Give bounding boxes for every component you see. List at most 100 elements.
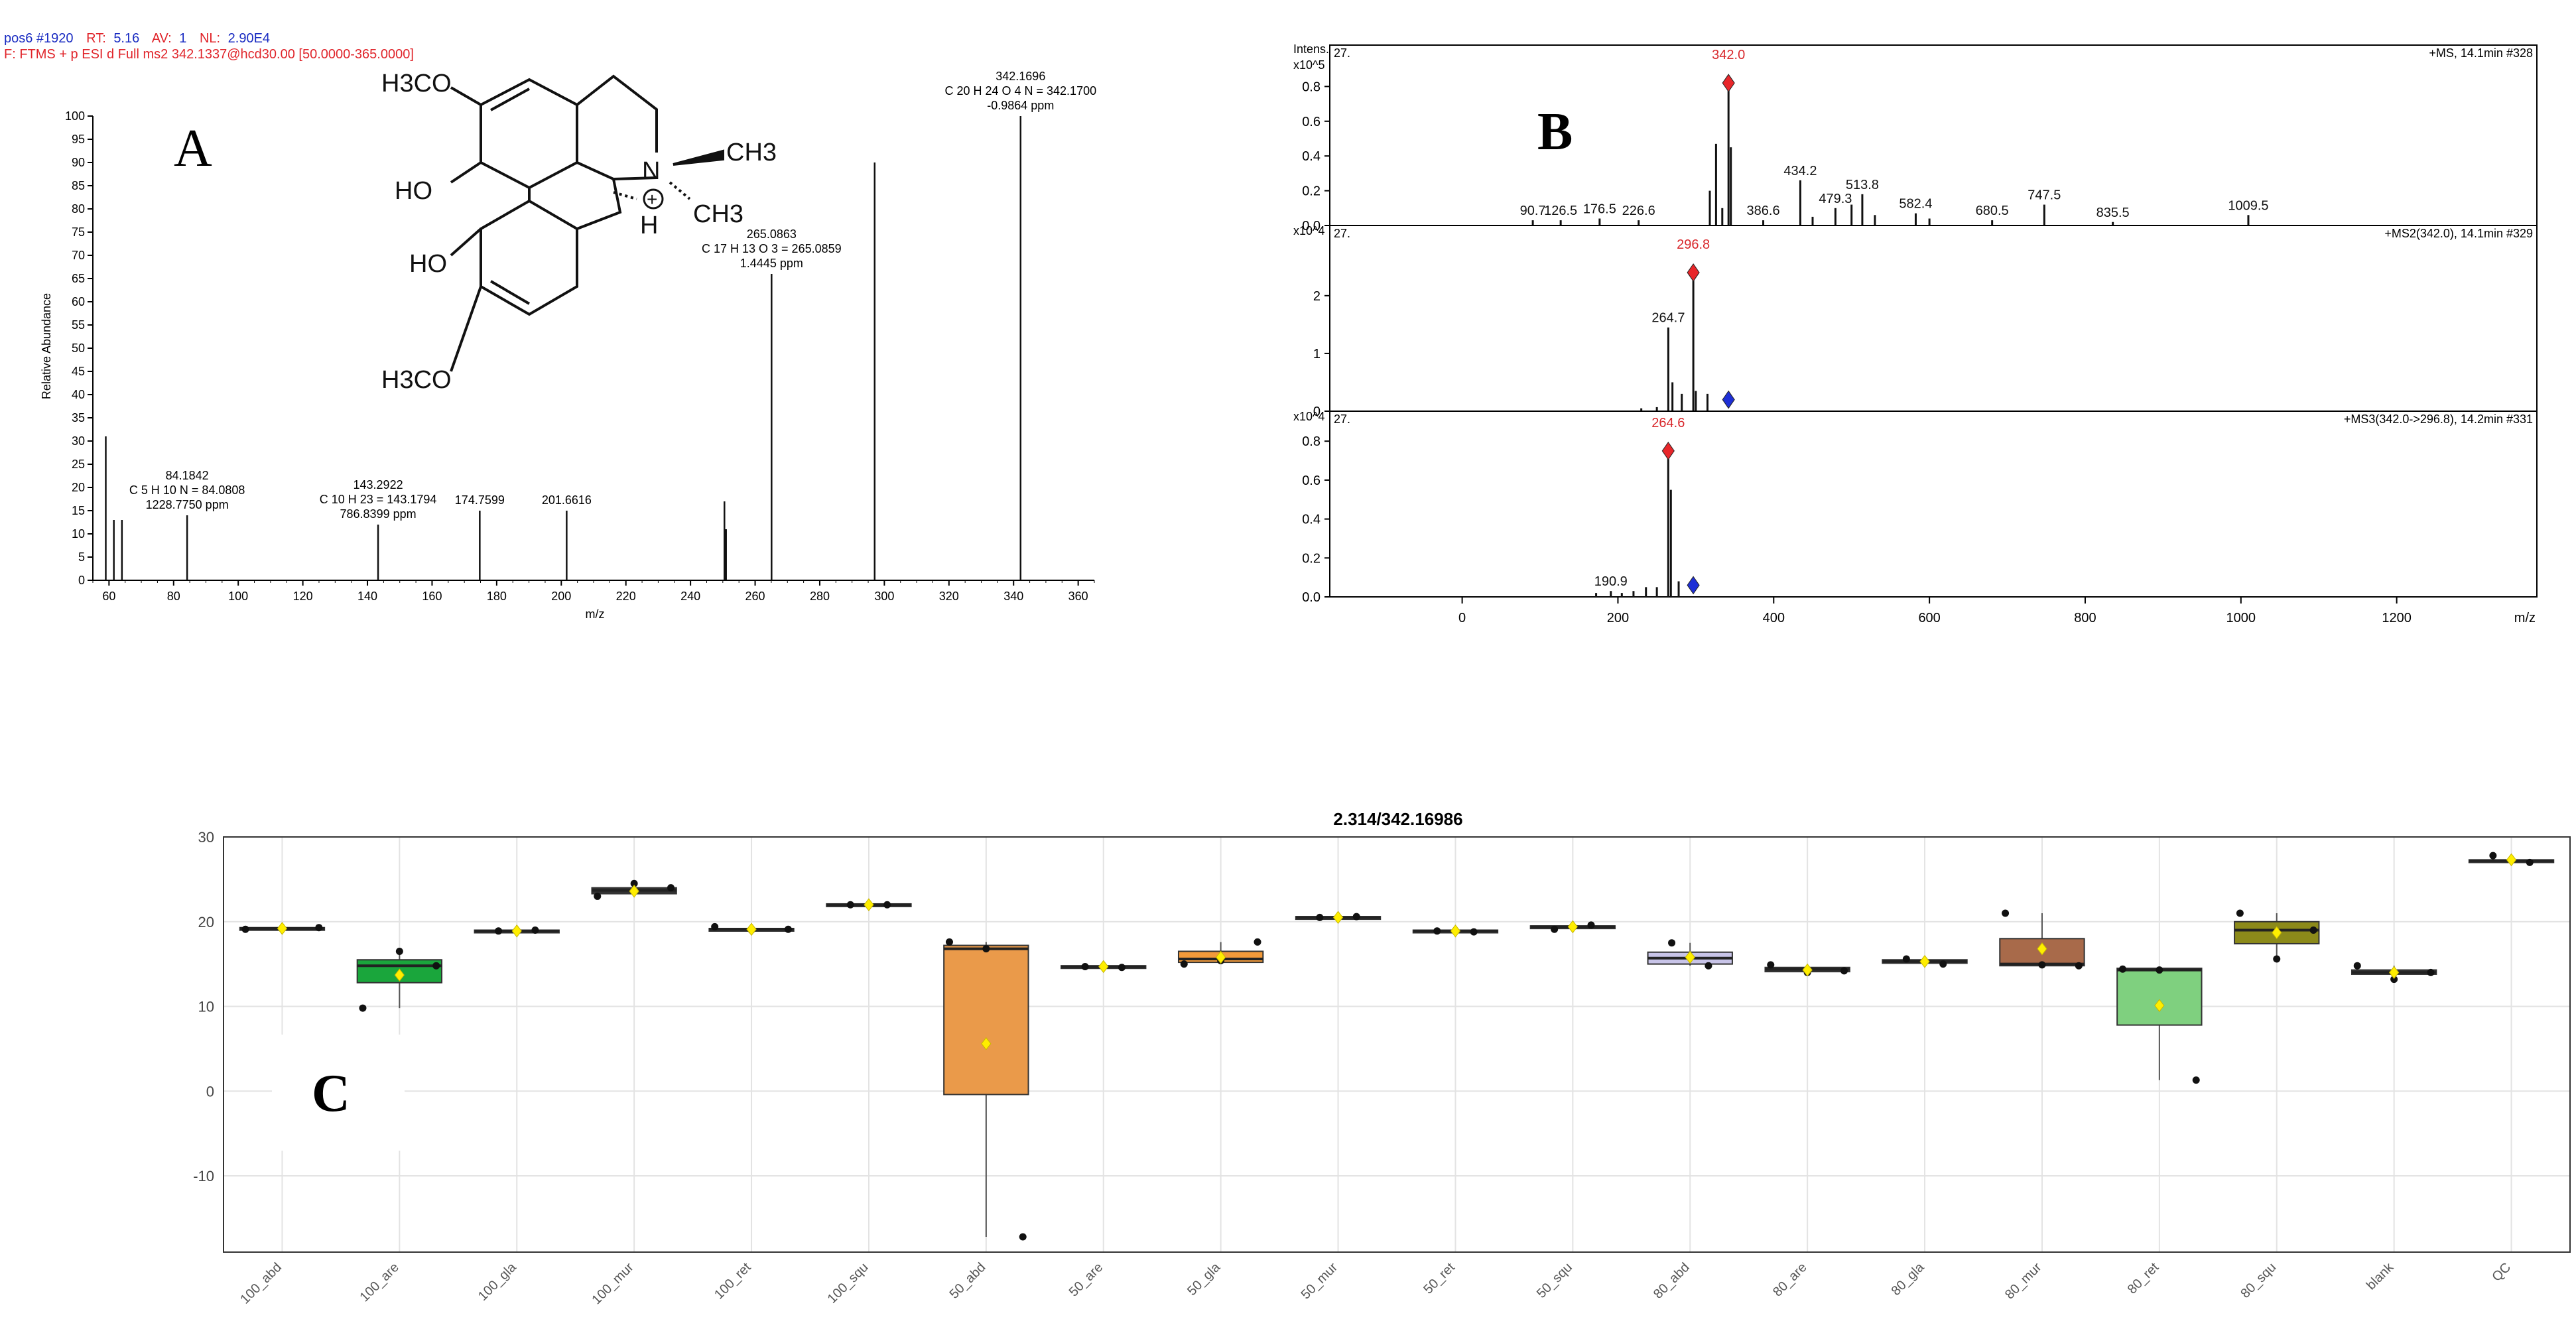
panel-a-ytick-label: 85 — [72, 179, 85, 192]
panel-b-peak-label: 434.2 — [1783, 164, 1817, 178]
panel-c-ytick-label: 0 — [206, 1083, 214, 1100]
panel-b-label: B — [1537, 103, 1573, 161]
wedge-bond — [673, 149, 724, 166]
panel-c-point — [395, 947, 403, 955]
struct-label-plus: + — [647, 189, 657, 210]
panel-c-mean-marker — [1216, 950, 1226, 964]
panel-b-peak-label: 342.0 — [1712, 48, 1745, 62]
charge-circle — [643, 188, 664, 210]
panel-c-point — [2118, 965, 2126, 973]
panel-c-mean-marker — [394, 968, 405, 982]
panel-b-peak-label: 582.4 — [1899, 197, 1932, 212]
panel-c-mean-marker — [746, 923, 757, 936]
panel-b-xtick-label: 200 — [1607, 611, 1629, 625]
panel-c-point — [2309, 926, 2317, 934]
panel-c-mean-marker — [1450, 924, 1461, 938]
panel-c-mean-marker — [1919, 954, 1930, 968]
panel-b-xlabel: m/z — [2514, 611, 2536, 625]
chemical-structure — [450, 74, 724, 372]
panel-b-xtick-label: 800 — [2074, 611, 2096, 625]
ring-lower-inner-bond — [489, 280, 531, 305]
panel-b-ytick-label: 0.6 — [1302, 474, 1320, 488]
panel-c-point — [2236, 909, 2244, 917]
panel-a-annotation-line: 786.8399 ppm — [340, 507, 417, 521]
panel-a-ytick-label: 100 — [65, 109, 85, 123]
panel-c-category-label: 50_gla — [1185, 1259, 1224, 1299]
struct-label-n: N — [642, 157, 660, 185]
av-label: AV: — [152, 31, 172, 46]
panel-a-annotation-line: C 20 H 24 O 4 N = 342.1700 — [944, 84, 1096, 97]
panel-c-point — [982, 945, 990, 953]
panel-a-xlabel: m/z — [586, 607, 605, 621]
panel-a-annotation-line: 342.1696 — [996, 70, 1045, 83]
panel-a-ms2-spectrum: pos6 #1920 RT: 5.16 AV: 1 NL: 2.90E4 F: … — [4, 31, 1096, 621]
panel-c-mean-marker — [1567, 920, 1578, 934]
panel-a-annotation-line: 1228.7750 ppm — [146, 498, 229, 511]
ring-upper-inner-bond — [490, 88, 530, 111]
panel-b-frame — [1329, 411, 2538, 598]
panel-c-point — [241, 925, 249, 933]
panel-c-category-label: 100_abd — [237, 1260, 285, 1307]
panel-b-info: +MS2(342.0), 14.1min #329 — [2384, 227, 2533, 240]
panel-c-box-50_mur — [1295, 911, 1382, 924]
panel-b-peak-label: 680.5 — [1976, 204, 2009, 218]
panel-a-filter-line: F: FTMS + p ESI d Full ms2 342.1337@hcd3… — [4, 47, 414, 62]
panel-c-point — [945, 938, 953, 946]
panel-c-ytick-label: 20 — [198, 914, 214, 930]
panel-c-point — [531, 926, 539, 934]
panel-c-box-100_are — [356, 947, 443, 1012]
panel-a-xtick-label: 220 — [616, 590, 636, 603]
panel-b-scale-label: x10^4 — [1293, 224, 1324, 237]
panel-c-category-label: 80_mur — [2002, 1260, 2045, 1303]
struct-label-oh-bottom: HO — [409, 250, 447, 278]
oh-bond-bottom — [450, 227, 482, 257]
panel-b-ytick-label: 0.0 — [1302, 219, 1320, 233]
panel-c-mean-marker — [2506, 853, 2517, 867]
panel-b-peak-label: 1009.5 — [2228, 198, 2268, 213]
panel-c-ytick-label: 30 — [198, 829, 214, 846]
panel-c-box-QC — [2468, 852, 2555, 867]
panel-a-header-line1: pos6 #1920 RT: 5.16 AV: 1 NL: 2.90E4 — [4, 31, 270, 46]
panel-c-category-label: 50_squ — [1534, 1260, 1575, 1301]
panel-b-peak-label: 479.3 — [1819, 192, 1852, 206]
panel-b-precursor-marker — [1661, 442, 1675, 460]
panel-c-point — [630, 879, 638, 887]
panel-a-xtick-label: 300 — [874, 590, 894, 603]
panel-c-mean-marker — [1098, 960, 1109, 974]
struct-label-oh-top: HO — [395, 177, 432, 205]
ome-bond-top — [450, 86, 482, 106]
panel-c-box-50_gla — [1177, 938, 1264, 968]
panel-b-ytick-label: 0.4 — [1302, 149, 1320, 164]
panel-a-xtick-label: 140 — [357, 590, 377, 603]
panel-c-box-50_squ — [1529, 920, 1616, 934]
panel-c-point — [1840, 967, 1848, 975]
panel-c-category-label: 100_ret — [712, 1260, 754, 1303]
ring-d-bond — [613, 176, 657, 180]
panel-b-ytick-label: 2 — [1313, 289, 1320, 304]
panel-c-point — [1668, 939, 1676, 947]
panel-b-peak-label: 264.7 — [1651, 311, 1685, 326]
panel-b-xtick-label: 400 — [1763, 611, 1785, 625]
panel-c-category-label: blank — [2364, 1259, 2397, 1293]
panel-a-annotation-line: 265.0863 — [747, 227, 797, 241]
panel-c-mean-marker — [2037, 942, 2047, 956]
panel-c-point — [1433, 927, 1441, 935]
panel-c-point — [1254, 938, 1261, 946]
oh-bond-top — [450, 161, 482, 184]
panel-b-ytick-label: 0.0 — [1302, 590, 1320, 605]
panel-c-category-label: 100_gla — [476, 1259, 520, 1304]
panel-a-annotation-line: 84.1842 — [166, 469, 209, 482]
panel-c-box-50_abd — [943, 938, 1029, 1241]
panel-b-ytick-label: 0 — [1313, 405, 1320, 419]
panel-a-xtick-label: 160 — [422, 590, 442, 603]
panel-a-ytick-label: 35 — [72, 411, 85, 424]
panel-c-mean-marker — [864, 898, 874, 912]
panel-a-annotation-line: -0.9864 ppm — [987, 99, 1054, 112]
panel-a-ytick-label: 20 — [72, 481, 85, 494]
panel-b-precursor-marker — [1722, 74, 1735, 93]
panel-a-ytick-label: 30 — [72, 434, 85, 448]
panel-b-ytick-label: 0.2 — [1302, 551, 1320, 566]
panel-a-ytick-label: 0 — [78, 574, 85, 587]
panel-b-peak-label: 747.5 — [2028, 188, 2061, 203]
panel-a-xtick-label: 200 — [551, 590, 571, 603]
